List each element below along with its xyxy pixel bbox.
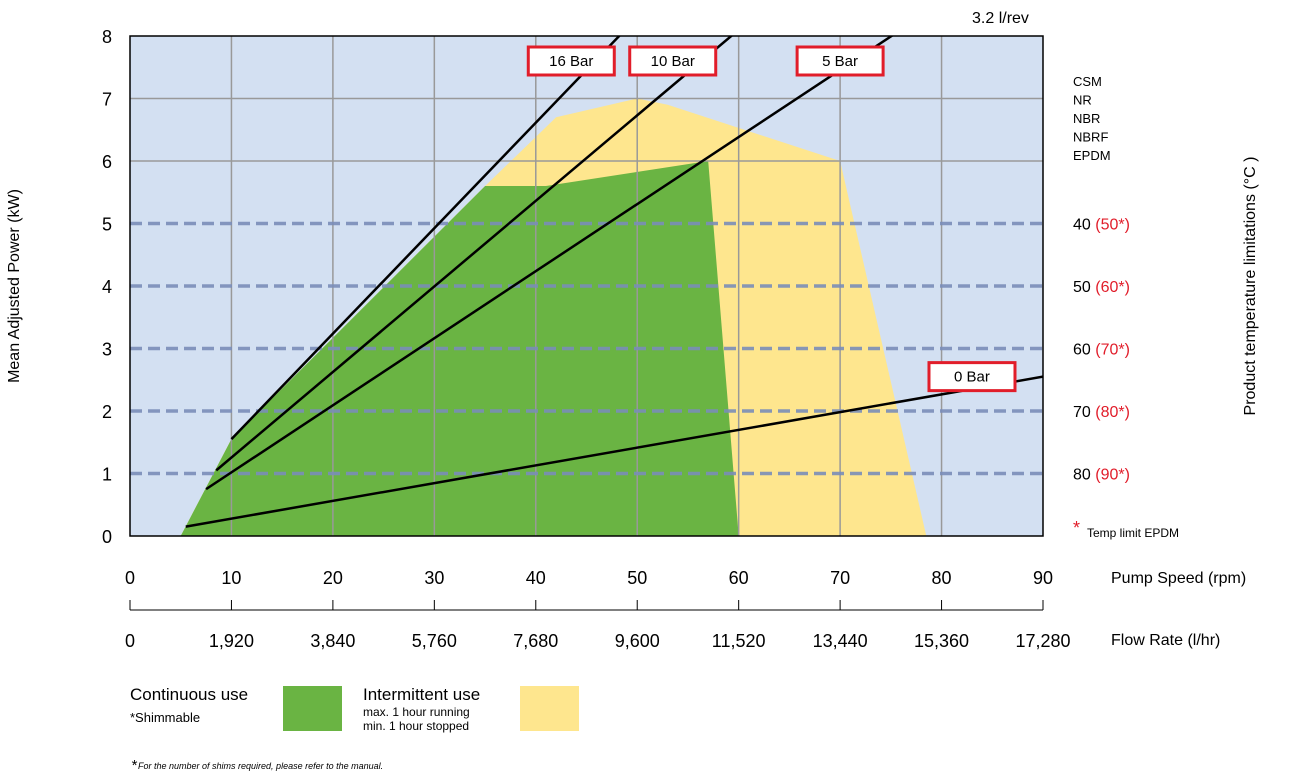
temp-limit-label: 50 (60*) — [1073, 279, 1130, 296]
temp-limit-label: 70 (80*) — [1073, 404, 1130, 421]
y-tick-label: 6 — [102, 152, 112, 172]
x-tick-label: 10 — [221, 568, 241, 588]
pressure-label-16-bar: 16 Bar — [549, 53, 593, 70]
temp-limit-label: 40 (50*) — [1073, 217, 1130, 234]
flow-tick-label: 5,760 — [412, 631, 457, 651]
x-tick-label: 60 — [729, 568, 749, 588]
material-nbr: NBR — [1073, 111, 1100, 126]
y-tick-label: 8 — [102, 27, 112, 47]
legend-intermittent-sub1: max. 1 hour running — [363, 705, 470, 719]
pressure-label-0-bar: 0 Bar — [954, 369, 990, 386]
temp-limit-label: 80 (90*) — [1073, 467, 1130, 484]
pressure-line-10-bar — [215, 36, 734, 472]
x-tick-label: 20 — [323, 568, 343, 588]
flow-tick-label: 3,840 — [310, 631, 355, 651]
flow-tick-label: 9,600 — [615, 631, 660, 651]
y-tick-label: 7 — [102, 90, 112, 110]
y-tick-label: 4 — [102, 277, 112, 297]
material-csm: CSM — [1073, 74, 1102, 89]
y-tick-label: 1 — [102, 465, 112, 485]
pressure-label-box — [795, 45, 885, 77]
y-tick-label: 0 — [102, 527, 112, 547]
legend-intermittent-swatch — [520, 686, 579, 731]
x-tick-label: 90 — [1033, 568, 1053, 588]
flow-tick-label: 11,520 — [712, 631, 766, 651]
flow-tick-label: 7,680 — [513, 631, 558, 651]
plot-border — [129, 35, 1044, 537]
x-tick-label: 30 — [424, 568, 444, 588]
y-tick-label: 5 — [102, 215, 112, 235]
flow-tick-label: 13,440 — [813, 631, 868, 651]
material-nr: NR — [1073, 93, 1092, 108]
pressure-line-5-bar — [205, 36, 894, 491]
x-tick-label: 70 — [830, 568, 850, 588]
flow-tick-label: 1,920 — [209, 631, 254, 651]
x-tick-label: 40 — [526, 568, 546, 588]
flow-tick-label: 15,360 — [914, 631, 969, 651]
pressure-label-10-bar: 10 Bar — [651, 53, 695, 70]
y-axis-title: Mean Adjusted Power (kW) — [6, 189, 23, 383]
legend-continuous-sub: *Shimmable — [130, 710, 200, 725]
legend-continuous-swatch — [283, 686, 342, 731]
x-tick-label: 0 — [125, 568, 135, 588]
y-tick-label: 3 — [102, 340, 112, 360]
material-nbrf: NBRF — [1073, 130, 1108, 145]
flow-axis-title: Flow Rate (l/hr) — [1111, 632, 1220, 649]
legend: Continuous use *Shimmable Intermittent u… — [130, 685, 579, 733]
footnote-text: For the number of shims required, please… — [138, 761, 383, 771]
legend-continuous-label: Continuous use — [130, 685, 248, 704]
x-axis-title: Pump Speed (rpm) — [1111, 570, 1246, 587]
displacement-label: 3.2 l/rev — [972, 10, 1029, 27]
pressure-label-box — [526, 45, 616, 77]
x-tick-label: 80 — [932, 568, 952, 588]
pressure-label-box — [628, 45, 718, 77]
material-epdm: EPDM — [1073, 148, 1111, 163]
pressure-label-5-bar: 5 Bar — [822, 53, 858, 70]
y-tick-label: 2 — [102, 402, 112, 422]
footnote-star: * — [131, 757, 138, 774]
legend-intermittent-label: Intermittent use — [363, 685, 480, 704]
x-tick-label: 50 — [627, 568, 647, 588]
flow-tick-label: 17,280 — [1015, 631, 1070, 651]
pressure-line-0-bar — [185, 375, 1043, 528]
legend-intermittent-sub2: min. 1 hour stopped — [363, 719, 469, 733]
flow-tick-label: 0 — [125, 631, 135, 651]
temp-limit-star: * — [1073, 518, 1080, 538]
temp-limit-label: 60 (70*) — [1073, 342, 1130, 359]
pressure-label-box — [927, 361, 1017, 393]
temp-limit-note: Temp limit EPDM — [1087, 526, 1179, 540]
y2-axis-title: Product temperature limitations (°C ) — [1242, 157, 1259, 416]
pressure-line-16-bar — [230, 36, 621, 440]
